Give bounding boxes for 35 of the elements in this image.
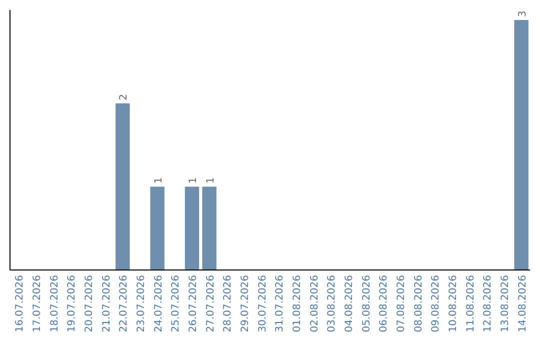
x-tick-label: 24.07.2026 bbox=[153, 275, 164, 332]
x-tick-label: 17.07.2026 bbox=[32, 275, 43, 332]
x-tick-label: 14.08.2026 bbox=[517, 275, 528, 332]
x-tick-label: 01.08.2026 bbox=[292, 275, 303, 332]
data-label: 2 bbox=[118, 94, 130, 100]
x-tick-label: 06.08.2026 bbox=[378, 275, 390, 332]
x-tick-label: 02.08.2026 bbox=[309, 275, 320, 332]
x-tick-label: 12.08.2026 bbox=[482, 275, 494, 332]
x-tick-label: 10.08.2026 bbox=[448, 275, 459, 332]
x-tick-label: 08.08.2026 bbox=[413, 275, 424, 332]
x-tick-label: 07.08.2026 bbox=[396, 275, 407, 332]
x-tick-label: 09.08.2026 bbox=[430, 275, 442, 332]
x-tick-label: 25.07.2026 bbox=[170, 275, 182, 332]
x-tick-label: 19.07.2026 bbox=[66, 275, 78, 332]
data-label: 1 bbox=[188, 177, 199, 184]
x-tick-label: 30.07.2026 bbox=[257, 275, 268, 332]
x-tick-label: 18.07.2026 bbox=[49, 275, 60, 332]
x-tick-label: 22.07.2026 bbox=[118, 275, 130, 332]
data-label: 3 bbox=[517, 10, 528, 17]
x-tick-label: 20.07.2026 bbox=[84, 275, 95, 332]
x-tick-label: 13.08.2026 bbox=[500, 275, 511, 332]
x-tick-label: 31.07.2026 bbox=[274, 275, 286, 332]
x-tick-label: 23.07.2026 bbox=[136, 275, 147, 332]
x-tick-label: 03.08.2026 bbox=[326, 275, 338, 332]
x-tick-label: 04.08.2026 bbox=[344, 275, 355, 332]
x-tick-label: 27.07.2026 bbox=[205, 275, 216, 332]
x-tick-label: 28.07.2026 bbox=[222, 275, 234, 332]
x-tick-label: 16.07.2026 bbox=[14, 275, 26, 332]
x-tick-label: 11.08.2026 bbox=[465, 275, 476, 332]
x-tick-label: 26.07.2026 bbox=[188, 275, 199, 332]
x-tick-label: 05.08.2026 bbox=[361, 275, 372, 332]
data-label: 1 bbox=[153, 177, 164, 184]
data-label: 1 bbox=[205, 177, 216, 184]
x-tick-label: 29.07.2026 bbox=[240, 275, 251, 332]
x-tick-label: 21.07.2026 bbox=[101, 275, 112, 332]
